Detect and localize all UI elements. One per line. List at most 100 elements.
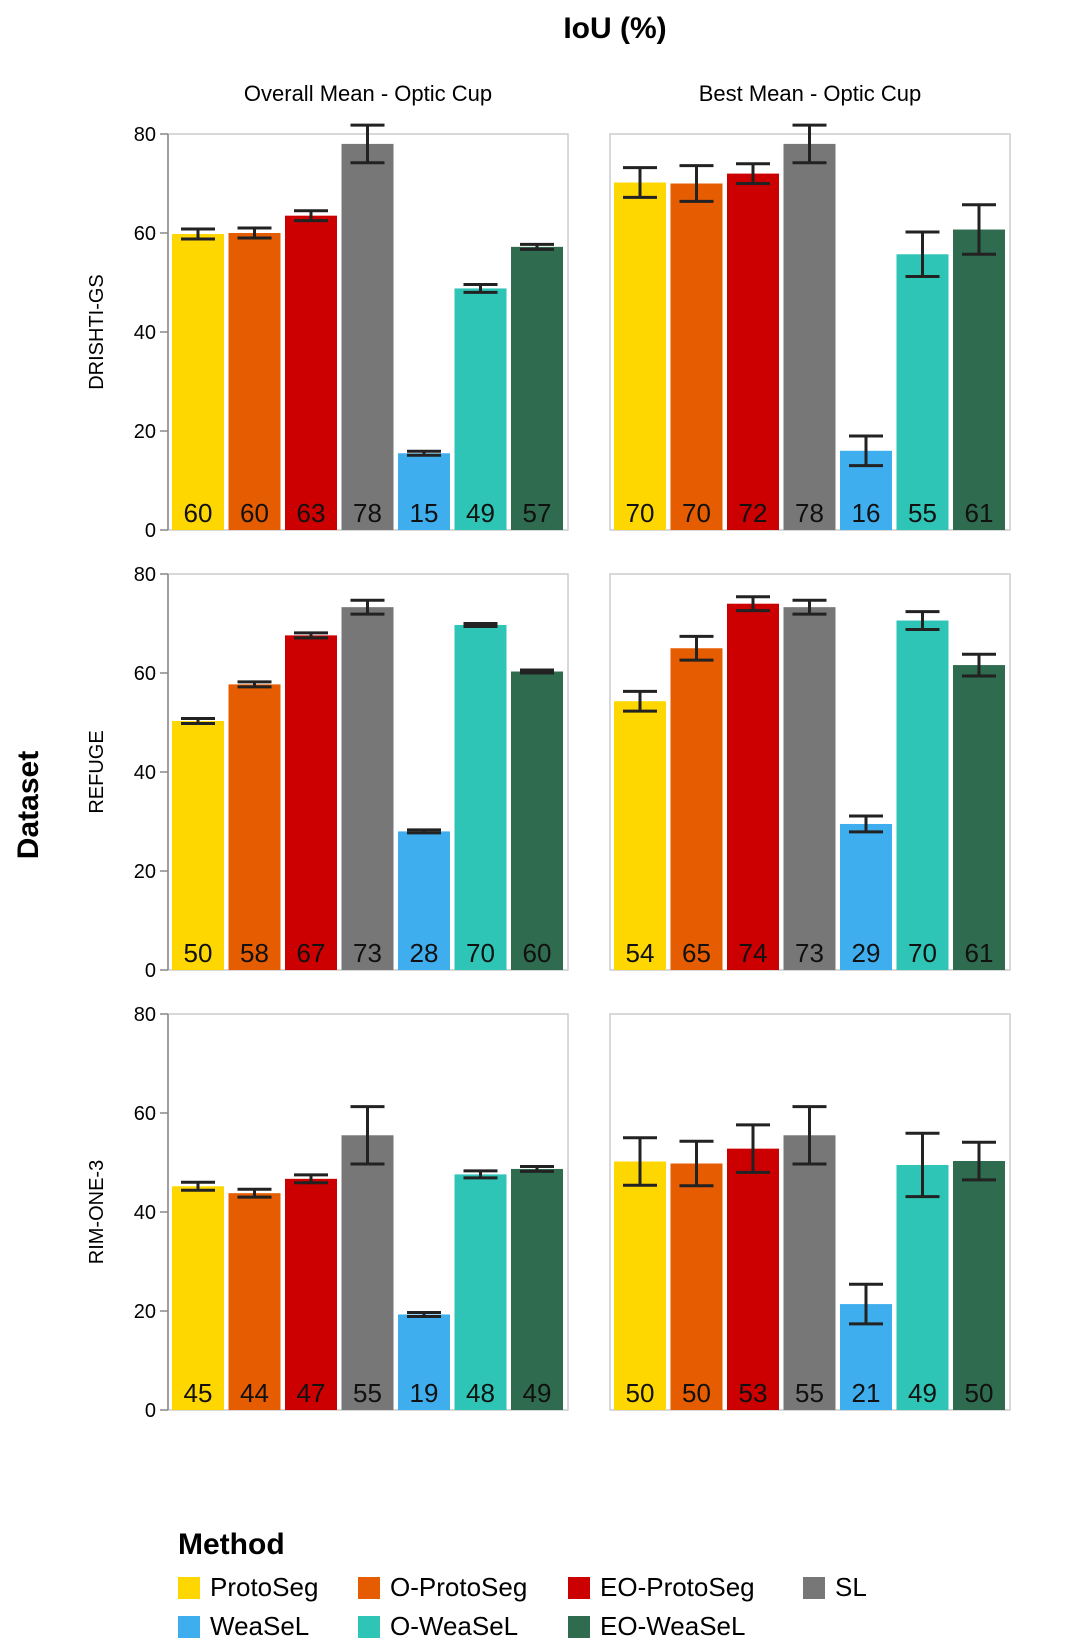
y-tick-label: 60 xyxy=(134,1103,156,1125)
bar xyxy=(670,648,723,970)
bar-value-label: 72 xyxy=(739,498,768,528)
bar xyxy=(228,684,281,970)
y-tick-label: 20 xyxy=(134,861,156,883)
y-tick-label: 20 xyxy=(134,1301,156,1323)
bar-value-label: 55 xyxy=(353,1378,382,1408)
legend-swatch xyxy=(803,1576,825,1599)
bar-value-label: 50 xyxy=(626,1378,655,1408)
legend-swatch xyxy=(178,1615,200,1638)
bar xyxy=(172,233,224,531)
y-tick-label: 80 xyxy=(134,124,156,146)
bar xyxy=(511,246,563,531)
bar xyxy=(953,229,1005,530)
bar-value-label: 16 xyxy=(852,498,881,528)
bar xyxy=(840,823,892,970)
bar-value-label: 49 xyxy=(466,498,495,528)
bar xyxy=(896,1164,949,1410)
column-header: Overall Mean - Optic Cup xyxy=(244,81,492,106)
legend: Method ProtoSeg O-ProtoSeg EO-ProtoSeg SL We… xyxy=(178,1528,1058,1642)
legend-item: O-WeaSeL xyxy=(358,1611,568,1642)
bar-value-label: 50 xyxy=(184,938,213,968)
legend-swatch xyxy=(178,1576,200,1599)
y-tick-label: 80 xyxy=(134,564,156,586)
bar-value-label: 70 xyxy=(682,498,711,528)
bar-value-label: 28 xyxy=(410,938,439,968)
bar xyxy=(341,607,394,970)
bar xyxy=(228,233,281,530)
bar-value-label: 78 xyxy=(353,498,382,528)
y-tick-label: 60 xyxy=(134,663,156,685)
legend-swatch xyxy=(358,1576,380,1599)
bar xyxy=(670,183,723,530)
legend-label: ProtoSeg xyxy=(210,1572,319,1602)
bar xyxy=(783,607,836,970)
bar-value-label: 15 xyxy=(410,498,439,528)
legend-item: EO-ProtoSeg xyxy=(568,1572,803,1603)
y-tick-label: 40 xyxy=(134,1202,156,1224)
legend-label: O-WeaSeL xyxy=(390,1611,519,1641)
bar-value-label: 74 xyxy=(739,938,768,968)
bar-value-label: 70 xyxy=(908,938,937,968)
row-label: REFUGE xyxy=(86,730,108,813)
bar xyxy=(454,624,507,970)
bar-value-label: 49 xyxy=(908,1378,937,1408)
bar xyxy=(614,182,666,530)
bar-value-label: 70 xyxy=(466,938,495,968)
bar-value-label: 60 xyxy=(240,498,269,528)
y-tick-label: 20 xyxy=(134,421,156,443)
bar-value-label: 53 xyxy=(739,1378,768,1408)
y-tick-label: 0 xyxy=(145,520,156,542)
row-label: DRISHTI-GS xyxy=(86,274,108,390)
y-tick-label: 40 xyxy=(134,322,156,344)
bar xyxy=(783,1135,836,1410)
bar-value-label: 45 xyxy=(184,1378,213,1408)
bar-value-label: 61 xyxy=(965,498,994,528)
bar-value-label: 57 xyxy=(523,498,552,528)
legend-swatch xyxy=(568,1615,590,1638)
bar xyxy=(511,1168,563,1410)
y-tick-label: 80 xyxy=(134,1004,156,1026)
bar xyxy=(454,1174,507,1410)
legend-label: EO-ProtoSeg xyxy=(600,1572,755,1602)
bar-value-label: 55 xyxy=(908,498,937,528)
bar-value-label: 63 xyxy=(297,498,326,528)
legend-item: ProtoSeg xyxy=(178,1572,358,1603)
row-label: RIM-ONE-3 xyxy=(86,1160,108,1264)
bar-value-label: 70 xyxy=(626,498,655,528)
bar xyxy=(953,665,1005,970)
legend-label: SL xyxy=(835,1572,867,1602)
bar xyxy=(398,453,450,530)
bar xyxy=(285,1178,337,1410)
bar-value-label: 29 xyxy=(852,938,881,968)
bar-value-label: 65 xyxy=(682,938,711,968)
y-tick-label: 0 xyxy=(145,960,156,982)
legend-label: EO-WeaSeL xyxy=(600,1611,746,1641)
bar-value-label: 49 xyxy=(523,1378,552,1408)
legend-title: Method xyxy=(178,1528,285,1561)
bar xyxy=(614,701,666,970)
bar-value-label: 60 xyxy=(523,938,552,968)
bar xyxy=(454,288,507,530)
bar xyxy=(398,1314,450,1410)
bar xyxy=(670,1163,723,1410)
legend-swatch xyxy=(358,1615,380,1638)
chart-title: IoU (%) xyxy=(563,12,666,45)
bar-value-label: 47 xyxy=(297,1378,326,1408)
y-tick-label: 0 xyxy=(145,1400,156,1422)
bar xyxy=(172,1186,224,1410)
y-tick-label: 40 xyxy=(134,762,156,784)
bar-value-label: 55 xyxy=(795,1378,824,1408)
bar xyxy=(896,620,949,970)
bar xyxy=(614,1161,666,1410)
bar-value-label: 21 xyxy=(852,1378,881,1408)
bar xyxy=(285,635,337,970)
legend-item: SL xyxy=(803,1572,923,1603)
row-axis-label: Dataset xyxy=(12,751,45,859)
bar-value-label: 50 xyxy=(682,1378,711,1408)
legend-swatch xyxy=(568,1576,590,1599)
bar xyxy=(896,254,949,530)
bar-value-label: 60 xyxy=(184,498,213,528)
bar-value-label: 58 xyxy=(240,938,269,968)
column-header: Best Mean - Optic Cup xyxy=(699,81,922,106)
legend-item: EO-WeaSeL xyxy=(568,1611,803,1642)
